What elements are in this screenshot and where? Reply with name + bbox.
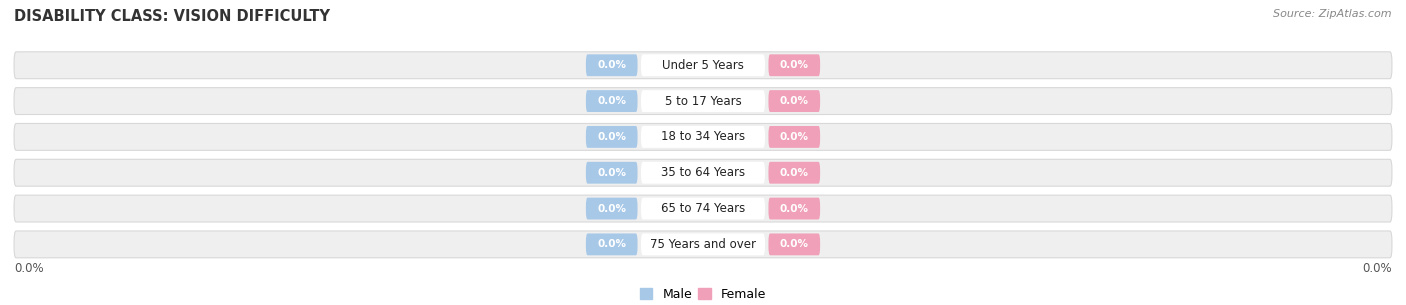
Text: 0.0%: 0.0% [14,262,44,275]
Text: DISABILITY CLASS: VISION DIFFICULTY: DISABILITY CLASS: VISION DIFFICULTY [14,9,330,24]
Text: 0.0%: 0.0% [598,168,626,178]
Text: 0.0%: 0.0% [780,168,808,178]
FancyBboxPatch shape [586,54,637,76]
FancyBboxPatch shape [641,90,765,112]
FancyBboxPatch shape [14,231,1392,258]
FancyBboxPatch shape [641,198,765,220]
FancyBboxPatch shape [769,162,820,184]
FancyBboxPatch shape [769,54,820,76]
Text: 0.0%: 0.0% [780,60,808,70]
FancyBboxPatch shape [641,162,765,184]
Text: Source: ZipAtlas.com: Source: ZipAtlas.com [1274,9,1392,19]
FancyBboxPatch shape [641,233,765,255]
Text: 0.0%: 0.0% [780,96,808,106]
FancyBboxPatch shape [641,54,765,76]
FancyBboxPatch shape [641,126,765,148]
FancyBboxPatch shape [586,162,637,184]
Text: 0.0%: 0.0% [598,96,626,106]
Text: 0.0%: 0.0% [598,203,626,213]
Text: 0.0%: 0.0% [780,239,808,249]
Legend: Male, Female: Male, Female [636,283,770,305]
FancyBboxPatch shape [586,90,637,112]
FancyBboxPatch shape [14,52,1392,79]
Text: 18 to 34 Years: 18 to 34 Years [661,131,745,143]
Text: Under 5 Years: Under 5 Years [662,59,744,72]
Text: 0.0%: 0.0% [780,203,808,213]
FancyBboxPatch shape [14,124,1392,150]
FancyBboxPatch shape [586,233,637,255]
FancyBboxPatch shape [769,233,820,255]
Text: 0.0%: 0.0% [598,239,626,249]
FancyBboxPatch shape [586,126,637,148]
FancyBboxPatch shape [769,90,820,112]
FancyBboxPatch shape [14,159,1392,186]
Text: 0.0%: 0.0% [598,60,626,70]
Text: 65 to 74 Years: 65 to 74 Years [661,202,745,215]
FancyBboxPatch shape [586,198,637,220]
FancyBboxPatch shape [14,88,1392,114]
Text: 0.0%: 0.0% [780,132,808,142]
FancyBboxPatch shape [14,195,1392,222]
Text: 0.0%: 0.0% [598,132,626,142]
FancyBboxPatch shape [769,198,820,220]
Text: 75 Years and over: 75 Years and over [650,238,756,251]
Text: 35 to 64 Years: 35 to 64 Years [661,166,745,179]
Text: 5 to 17 Years: 5 to 17 Years [665,95,741,108]
FancyBboxPatch shape [769,126,820,148]
Text: 0.0%: 0.0% [1362,262,1392,275]
